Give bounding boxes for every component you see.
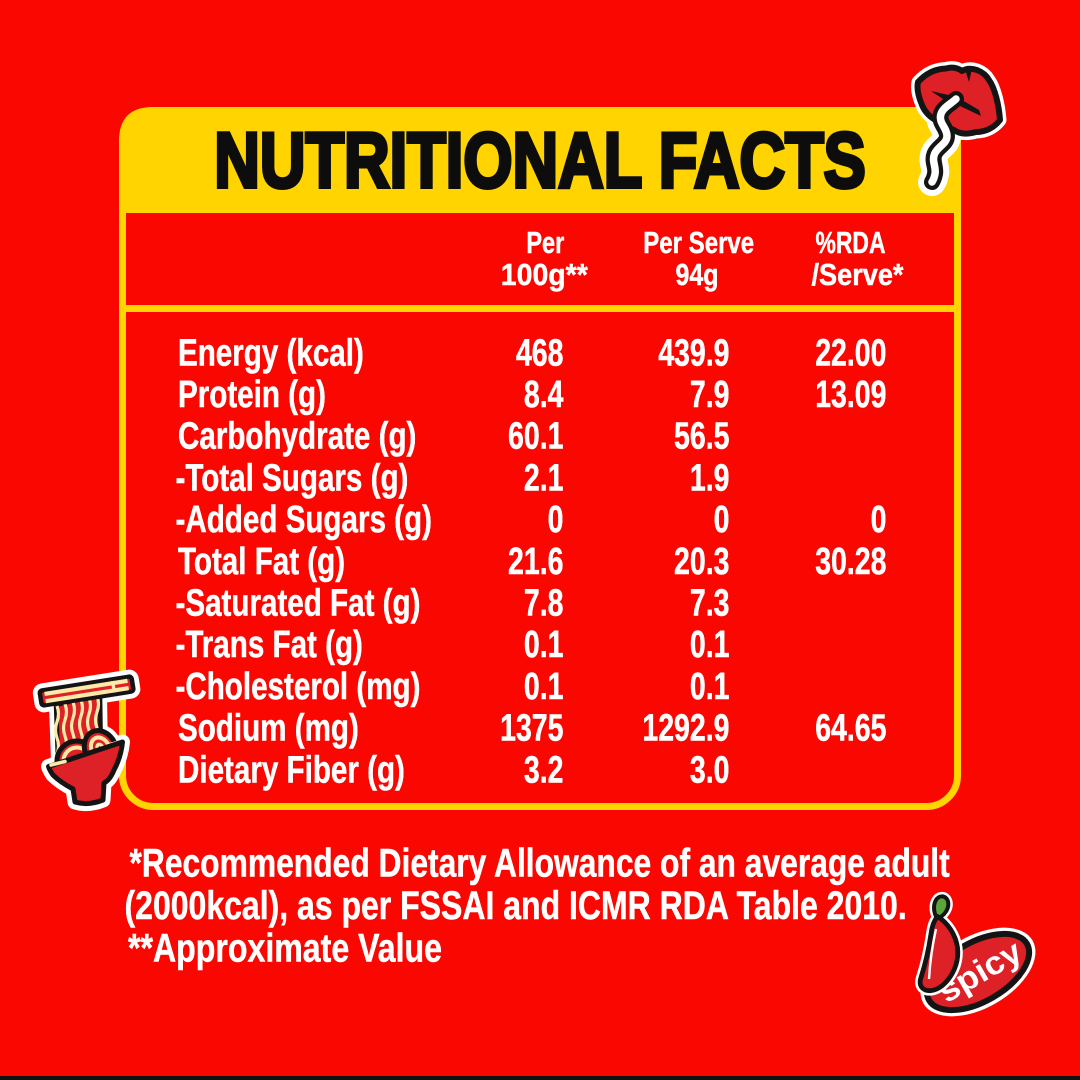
svg-text:1375: 1375	[500, 708, 563, 750]
svg-text:-Saturated Fat (g): -Saturated Fat (g)	[176, 582, 421, 624]
svg-text:0.1: 0.1	[524, 624, 564, 666]
svg-text:8.4: 8.4	[524, 374, 564, 416]
svg-text:%RDA: %RDA	[816, 225, 886, 260]
svg-text:7.8: 7.8	[524, 583, 564, 625]
svg-text:439.9: 439.9	[658, 332, 729, 374]
svg-text:Per Serve: Per Serve	[643, 225, 754, 260]
svg-text:0.1: 0.1	[690, 624, 730, 666]
svg-text:-Cholesterol (mg): -Cholesterol (mg)	[176, 665, 421, 707]
svg-text:**Approximate Value: **Approximate Value	[128, 925, 442, 970]
svg-text:13.09: 13.09	[815, 374, 886, 416]
svg-text:22.00: 22.00	[815, 332, 886, 374]
svg-text:0: 0	[548, 499, 564, 541]
svg-text:Carbohydrate (g): Carbohydrate (g)	[178, 415, 416, 457]
svg-text:(2000kcal), as per FSSAI and I: (2000kcal), as per FSSAI and ICMR RDA Ta…	[125, 883, 907, 928]
svg-text:Per: Per	[526, 225, 564, 260]
svg-text:-Trans Fat (g): -Trans Fat (g)	[176, 624, 363, 666]
svg-text:60.1: 60.1	[508, 416, 563, 458]
svg-text:468: 468	[516, 332, 564, 374]
svg-text:Total Fat (g): Total Fat (g)	[178, 540, 345, 582]
svg-text:64.65: 64.65	[815, 708, 886, 750]
svg-text:0.1: 0.1	[690, 666, 730, 708]
svg-text:Sodium (mg): Sodium (mg)	[178, 707, 359, 749]
svg-text:Protein (g): Protein (g)	[178, 374, 326, 416]
svg-text:/Serve*: /Serve*	[812, 258, 905, 292]
svg-text:NUTRITIONAL FACTS: NUTRITIONAL FACTS	[214, 118, 866, 205]
svg-text:20.3: 20.3	[674, 541, 729, 583]
svg-text:30.28: 30.28	[815, 541, 886, 583]
svg-text:21.6: 21.6	[508, 541, 563, 583]
svg-text:0.1: 0.1	[524, 666, 564, 708]
svg-text:0: 0	[871, 499, 887, 541]
svg-text:2.1: 2.1	[524, 458, 564, 500]
svg-text:1292.9: 1292.9	[642, 708, 729, 750]
svg-text:*Recommended Dietary Allowance: *Recommended Dietary Allowance of an ave…	[130, 841, 950, 885]
svg-text:Dietary Fiber (g): Dietary Fiber (g)	[178, 749, 405, 791]
svg-text:94g: 94g	[676, 257, 719, 291]
svg-text:56.5: 56.5	[674, 416, 729, 458]
svg-text:7.9: 7.9	[690, 374, 730, 416]
svg-text:0: 0	[714, 499, 730, 541]
svg-text:7.3: 7.3	[690, 583, 730, 625]
svg-text:Energy (kcal): Energy (kcal)	[178, 332, 364, 374]
svg-text:100g**: 100g**	[501, 258, 588, 292]
svg-text:3.0: 3.0	[690, 749, 730, 791]
svg-text:1.9: 1.9	[690, 458, 730, 500]
svg-text:-Total Sugars (g): -Total Sugars (g)	[176, 457, 409, 499]
svg-text:3.2: 3.2	[524, 749, 564, 791]
svg-text:-Added Sugars (g): -Added Sugars (g)	[176, 499, 432, 541]
